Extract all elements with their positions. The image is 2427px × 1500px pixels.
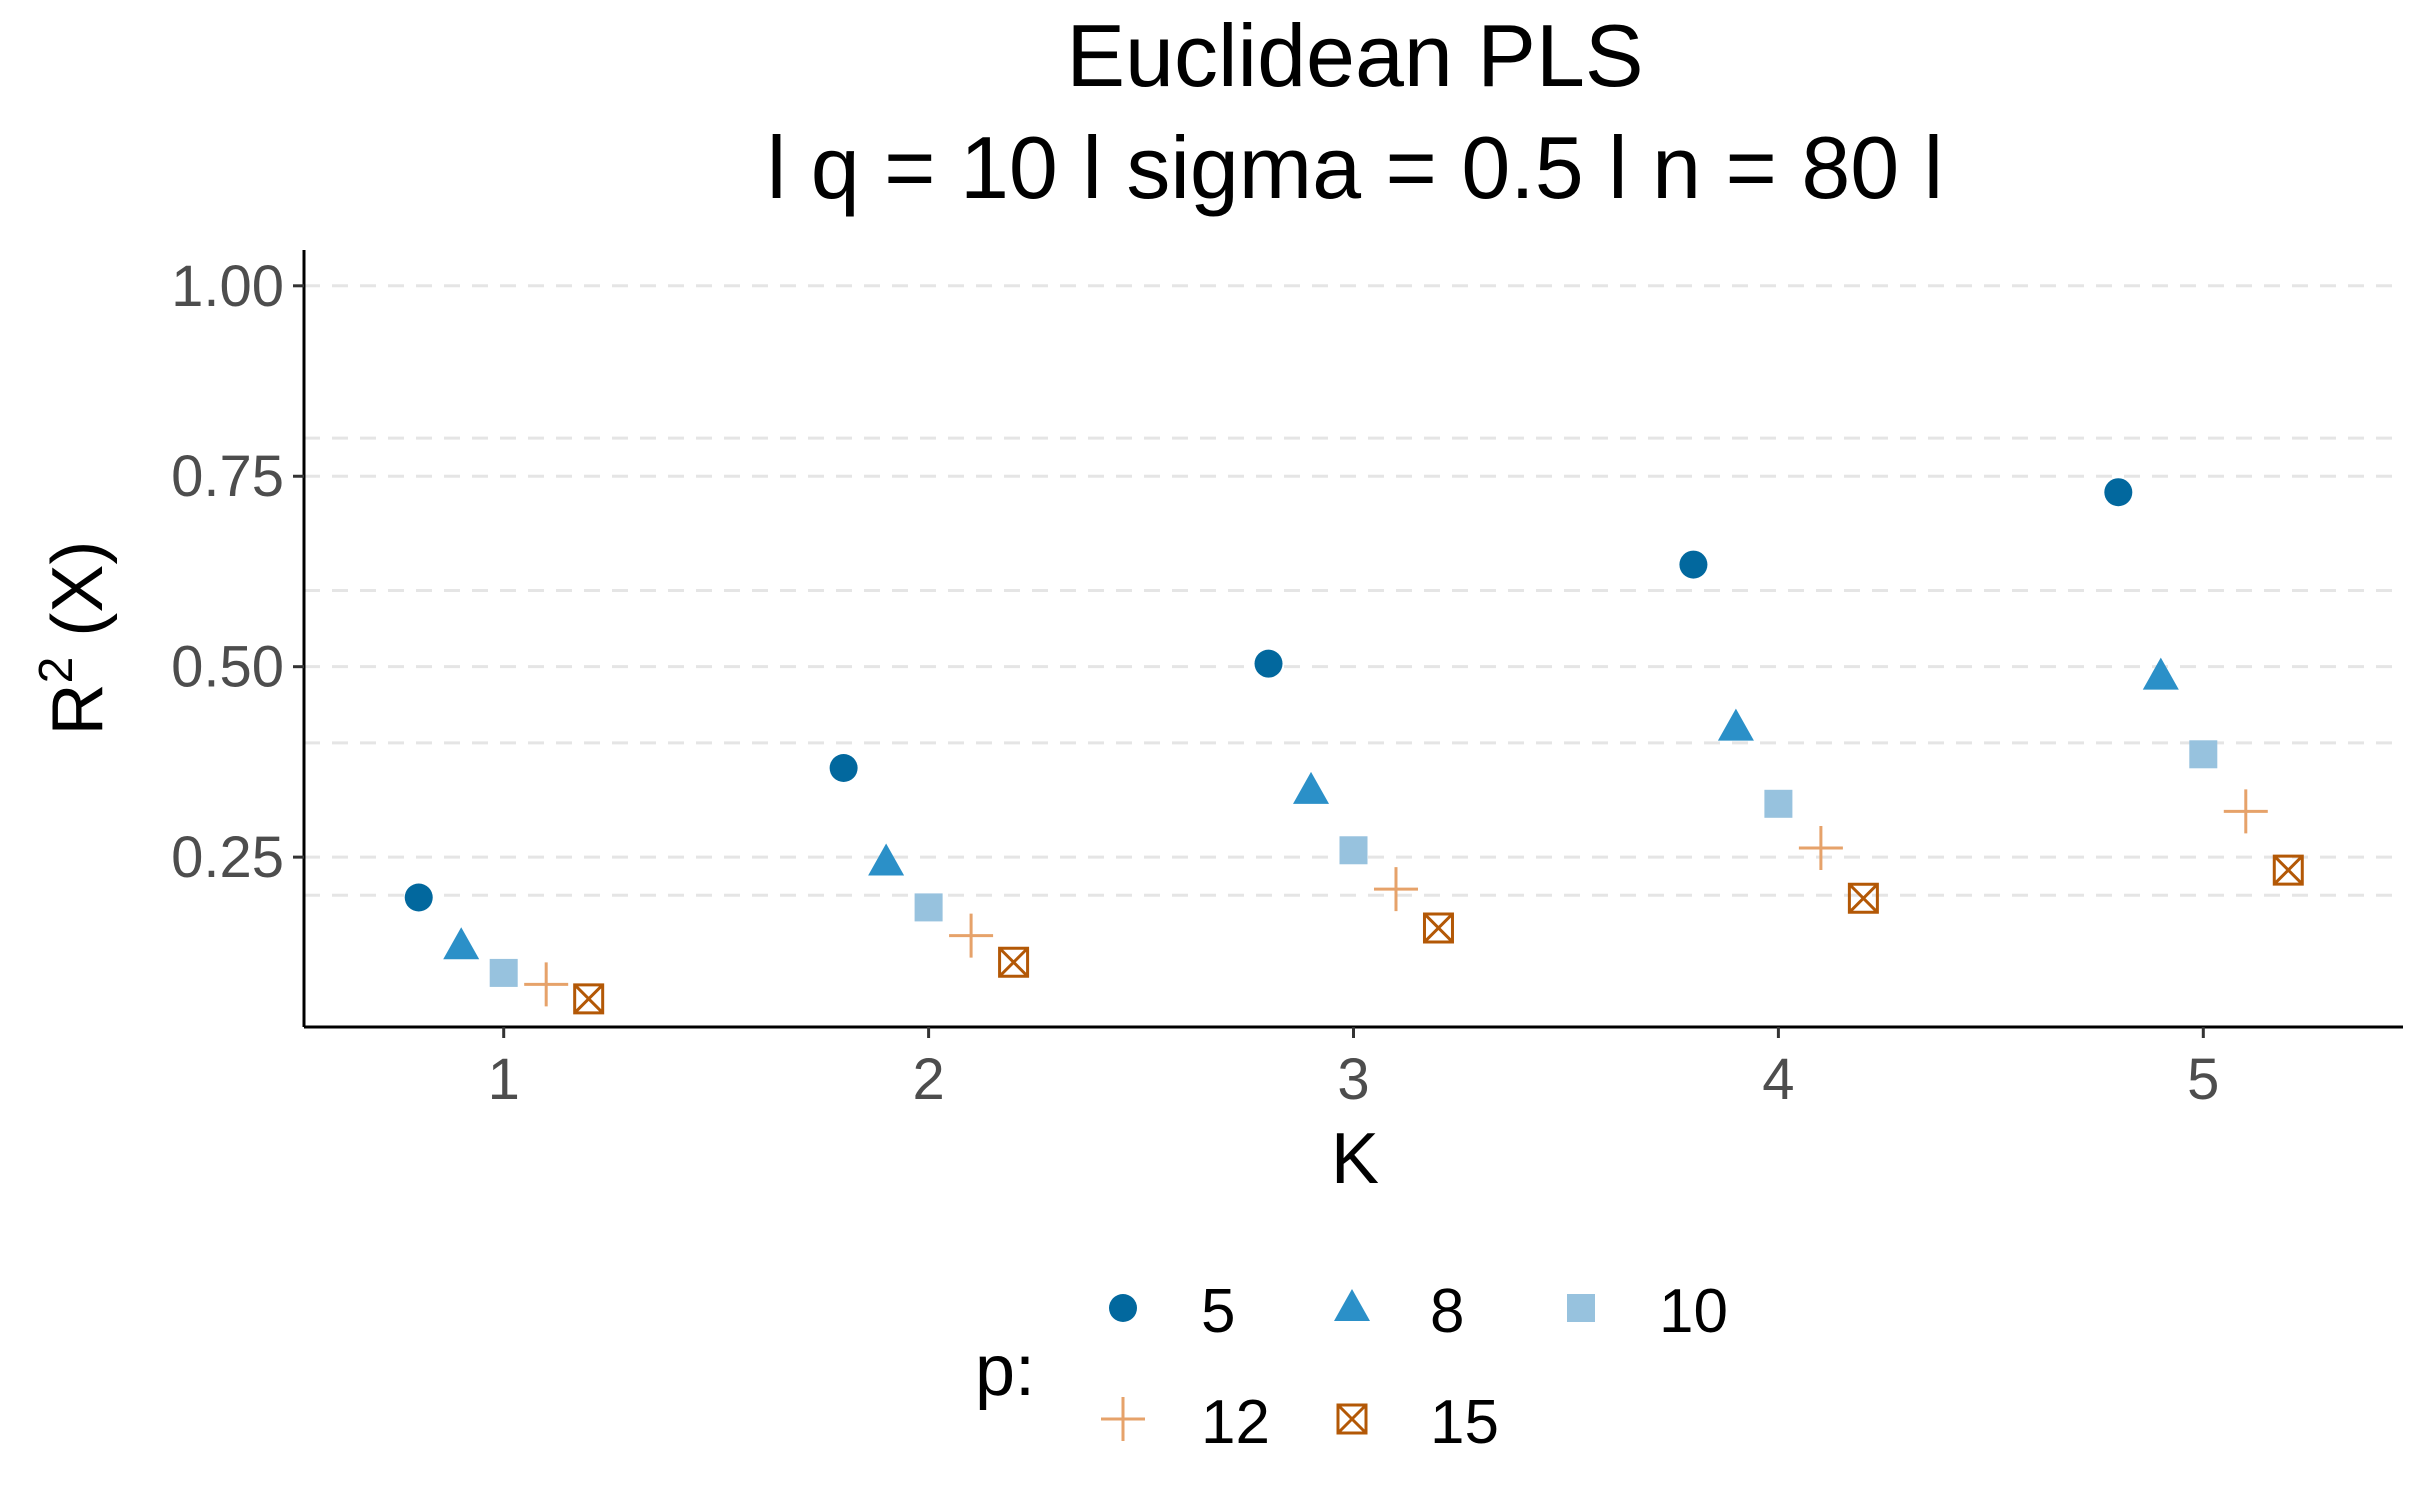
data-point-p10 <box>914 893 943 922</box>
y-axis-title-superscript: 2 <box>30 657 83 684</box>
data-point-p15 <box>1847 882 1879 914</box>
data-point-p5 <box>1679 550 1708 579</box>
x-ticks: 1 2 3 4 5 <box>488 1027 2219 1112</box>
y-tick-label: 1.00 <box>171 254 284 319</box>
x-tick-label: 2 <box>912 1047 944 1112</box>
x-axis-title: K <box>1331 1119 1379 1199</box>
data-point-p5 <box>2104 478 2133 507</box>
data-point-p15 <box>998 946 1030 978</box>
legend-key-p10 <box>1567 1294 1595 1322</box>
legend-label: 10 <box>1659 1277 1728 1346</box>
x-tick-label: 4 <box>1762 1047 1794 1112</box>
data-point-p8 <box>1293 771 1330 804</box>
data-point-p10 <box>1764 789 1793 818</box>
gridlines <box>304 284 2403 897</box>
legend-label: 15 <box>1430 1388 1499 1457</box>
legend-label: 8 <box>1430 1277 1464 1346</box>
data-point-p15 <box>2272 854 2304 886</box>
data-point-p8 <box>2142 657 2179 690</box>
data-point-p8 <box>868 843 905 876</box>
data-point-p10 <box>489 958 518 987</box>
x-tick-label: 3 <box>1337 1047 1369 1112</box>
x-tick-label: 1 <box>488 1047 520 1112</box>
legend-key-p12 <box>1101 1397 1145 1441</box>
data-point-p12 <box>1373 867 1418 912</box>
legend-key-p8 <box>1334 1289 1370 1321</box>
y-tick-label: 0.25 <box>171 825 284 890</box>
data-point-p8 <box>1717 708 1754 741</box>
data-point-p12 <box>949 913 994 958</box>
data-point-p10 <box>2189 740 2218 769</box>
legend-label: 5 <box>1201 1277 1235 1346</box>
y-axis-title: R2 (X) <box>30 541 118 736</box>
data-point-p15 <box>1422 912 1454 944</box>
legend-key-p15 <box>1336 1403 1368 1435</box>
data-point-p10 <box>1339 836 1368 865</box>
legend-key-p5 <box>1109 1294 1137 1322</box>
y-ticks: 0.25 0.50 0.75 1.00 <box>171 254 304 890</box>
y-tick-label: 0.50 <box>171 635 284 700</box>
data-point-p12 <box>2223 789 2268 834</box>
data-point-p5 <box>1254 649 1283 678</box>
legend: p: 5 8 10 12 15 <box>975 1277 1728 1457</box>
data-point-p8 <box>443 927 480 960</box>
legend-title: p: <box>975 1331 1035 1411</box>
legend-label: 12 <box>1201 1388 1270 1457</box>
data-point-p12 <box>524 962 569 1007</box>
data-point-p12 <box>1798 825 1843 870</box>
data-point-p15 <box>573 983 605 1015</box>
chart-subtitle: l q = 10 l sigma = 0.5 l n = 80 l <box>767 118 1943 217</box>
x-tick-label: 5 <box>2187 1047 2219 1112</box>
data-point-p5 <box>404 883 433 912</box>
data-points <box>404 478 2304 1015</box>
chart-title: Euclidean PLS <box>1066 6 1643 105</box>
y-axis-title-rest: (X) <box>38 541 118 657</box>
y-axis-title-main: R <box>38 683 118 735</box>
data-point-p5 <box>829 754 858 782</box>
y-tick-label: 0.75 <box>171 444 284 509</box>
